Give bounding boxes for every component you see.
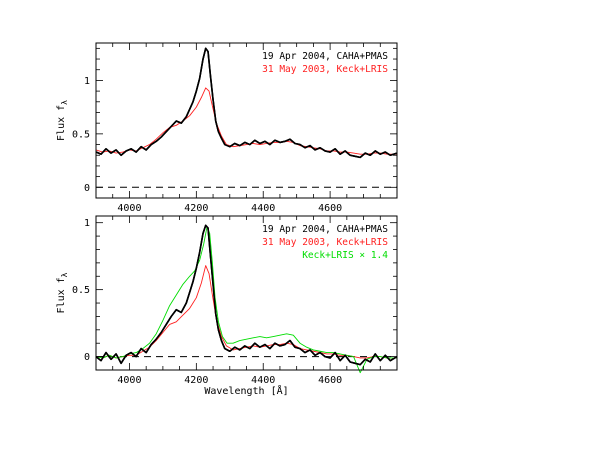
bottom-x-tick-label: 4000 <box>117 375 141 386</box>
bottom-x-tick-label: 4600 <box>318 375 342 386</box>
bottom-x-tick-label: 4200 <box>184 375 208 386</box>
bottom-series-2-line <box>95 265 397 359</box>
bottom-y-axis-label-text: Flux f <box>56 277 67 313</box>
top-y-tick-label: 0.5 <box>72 129 90 140</box>
bottom-y-tick-label: 0.5 <box>72 285 90 296</box>
bottom-y-tick-label: 0 <box>84 352 90 363</box>
top-x-tick-label: 4200 <box>184 203 208 214</box>
bottom-y-axis-label-subscript: λ <box>60 272 69 277</box>
bottom-series-3-line <box>95 226 397 374</box>
bottom-x-tick-label: 4400 <box>251 375 275 386</box>
bottom-legend-entry-1: 19 Apr 2004, CAHA+PMAS <box>262 224 388 235</box>
top-y-tick-label: 1 <box>84 76 90 87</box>
top-x-tick-label: 4600 <box>318 203 342 214</box>
top-spectrum-panel: 4000 4200 4400 4600 0 0.5 1 Flux fλ 19 Apr 2004,… <box>56 42 398 214</box>
bottom-legend-entry-3: Keck+LRIS × 1.4 <box>302 250 388 261</box>
top-y-axis-label-text: Flux f <box>56 105 67 141</box>
top-y-axis-label: Flux fλ <box>56 100 69 141</box>
top-legend-entry-2: 31 May 2003, Keck+LRIS <box>262 64 388 75</box>
bottom-spectrum-panel: 4000 4200 4400 4600 0 0.5 1 Flux fλ Wavelength [… <box>56 215 398 397</box>
top-series-1-line-overlay <box>95 47 398 159</box>
top-y-axis-label-subscript: λ <box>60 100 69 105</box>
bottom-legend-entry-2: 31 May 2003, Keck+LRIS <box>262 237 388 248</box>
bottom-series-1-line-overlay <box>95 224 398 366</box>
bottom-y-axis-label: Flux fλ <box>56 272 69 313</box>
bottom-x-axis-label: Wavelength [Å] <box>204 384 288 397</box>
top-x-tick-label: 4400 <box>251 203 275 214</box>
top-series-2-line <box>95 87 397 155</box>
top-x-tick-label: 4000 <box>117 203 141 214</box>
top-legend-entry-1: 19 Apr 2004, CAHA+PMAS <box>262 51 388 62</box>
bottom-y-tick-label: 1 <box>84 218 90 229</box>
top-y-tick-label: 0 <box>84 183 90 194</box>
